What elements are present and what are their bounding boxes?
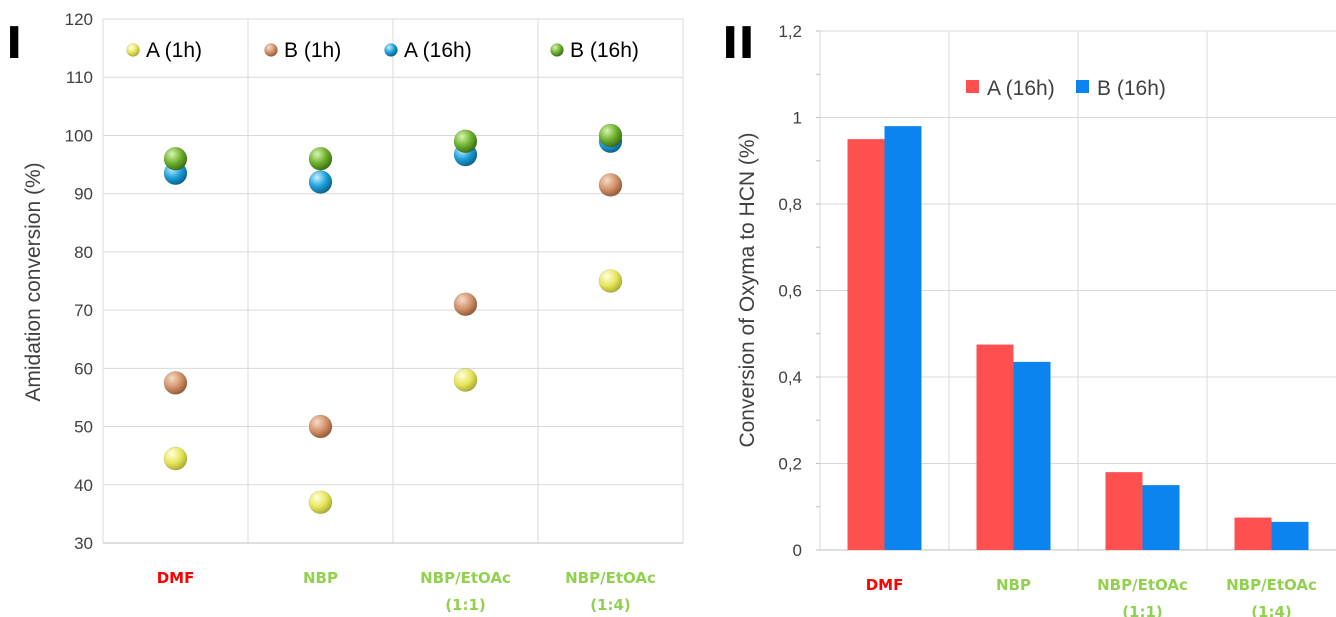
y-tick-label: 80 — [74, 243, 93, 262]
data-point — [308, 170, 333, 194]
y-axis-title: Conversion of Oxyma to HCN (%) — [736, 132, 759, 447]
legend-label: B (16h) — [1097, 77, 1166, 100]
data-point — [163, 146, 188, 171]
legend-marker — [1076, 80, 1089, 93]
bar — [884, 126, 922, 551]
category-label: NBP/EtOAc — [565, 569, 656, 587]
category-label: NBP — [303, 569, 338, 587]
legend: A (1h) B (1h) A (16h) B (16h) — [126, 39, 639, 62]
data-point — [453, 129, 478, 154]
category-label: NBP/EtOAc — [1097, 576, 1188, 594]
legend-label: A (16h) — [987, 77, 1055, 100]
data-point — [453, 292, 478, 317]
y-tick-labels: 0 0,2 0,4 0,6 0,8 1 1,2 — [778, 22, 802, 560]
gridlines — [102, 18, 684, 544]
y-tick-label: 1 — [793, 109, 802, 128]
legend-marker — [264, 43, 278, 57]
y-tick-label: 1,2 — [778, 22, 802, 41]
panel-label-1: I — [6, 18, 22, 69]
y-tick-label: 70 — [74, 301, 93, 320]
bar — [976, 344, 1014, 550]
category-label: (1:1) — [445, 596, 486, 614]
bar — [1271, 521, 1309, 550]
y-tick-label: 0,2 — [778, 455, 802, 474]
y-tick-label: 0,4 — [778, 368, 802, 387]
y-tick-label: 30 — [74, 534, 93, 553]
data-point — [308, 414, 333, 439]
bar — [1234, 517, 1272, 550]
bar — [1013, 361, 1051, 550]
data-points — [163, 123, 623, 515]
category-label: NBP/EtOAc — [1226, 576, 1317, 594]
category-label: NBP/EtOAc — [420, 569, 511, 587]
bars — [847, 126, 1309, 551]
y-tick-label: 50 — [74, 418, 93, 437]
y-tick-label: 40 — [74, 476, 93, 495]
category-label: (1:4) — [590, 596, 631, 614]
data-point — [598, 173, 623, 197]
data-point — [453, 368, 478, 392]
data-point — [308, 490, 333, 515]
y-tick-label: 0 — [793, 541, 802, 560]
legend-marker — [126, 43, 140, 57]
y-tick-labels: 30 40 50 60 70 80 90 100 110 120 — [65, 10, 93, 553]
legend: A (16h) B (16h) — [966, 77, 1166, 100]
category-label: NBP — [996, 576, 1031, 594]
legend-label: A (16h) — [404, 39, 472, 62]
bar-panel: II 0 0,2 0,4 0,6 0,8 1 1,2 Conversion of Oxyma… — [722, 18, 1336, 617]
data-point — [598, 269, 623, 293]
category-label: (1:4) — [1251, 603, 1292, 617]
legend-marker — [384, 43, 398, 57]
y-axis-title: Amidation conversion (%) — [22, 162, 45, 401]
category-labels: DMF NBP NBP/EtOAc (1:1) NBP/EtOAc (1:4) — [157, 569, 656, 614]
data-point — [308, 146, 333, 171]
bar — [847, 139, 885, 550]
legend-label: B (16h) — [570, 39, 639, 62]
y-tick-label: 0,8 — [778, 195, 802, 214]
category-label: DMF — [866, 576, 904, 594]
legend-marker — [966, 80, 979, 93]
y-tick-label: 60 — [74, 359, 93, 378]
scatter-panel: I 30 40 50 60 70 80 90 100 110 120 Amidation conv… — [6, 10, 684, 614]
category-labels: DMF NBP NBP/EtOAc (1:1) NBP/EtOAc (1:4) — [866, 576, 1317, 617]
y-tick-label: 110 — [66, 68, 93, 87]
bar — [1105, 472, 1143, 550]
y-tick-label: 100 — [65, 126, 93, 145]
data-point — [163, 446, 188, 471]
data-point — [163, 371, 188, 395]
y-tick-label: 90 — [74, 185, 93, 204]
category-label: DMF — [157, 569, 195, 587]
data-point — [598, 123, 623, 148]
bar — [1142, 485, 1180, 550]
y-tick-label: 120 — [65, 10, 93, 29]
legend-marker — [550, 43, 564, 57]
legend-label: B (1h) — [284, 39, 341, 62]
category-label: (1:1) — [1122, 603, 1163, 617]
panel-label-2: II — [722, 18, 755, 69]
y-tick-label: 0,6 — [778, 282, 802, 301]
legend-label: A (1h) — [146, 39, 202, 62]
